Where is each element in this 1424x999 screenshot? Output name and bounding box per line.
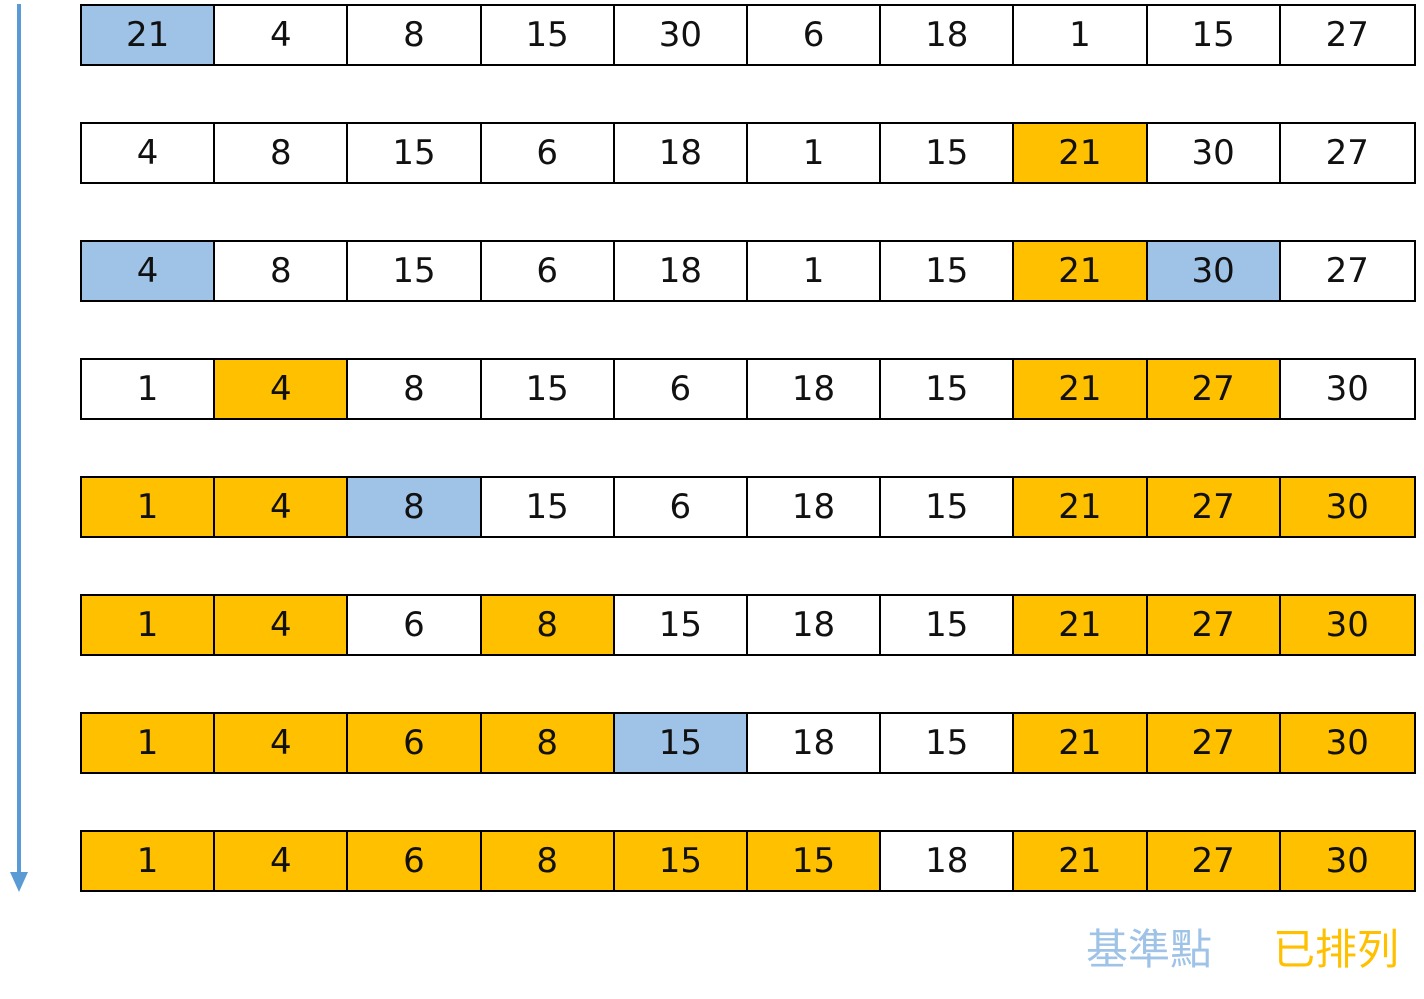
- array-cell: 15: [481, 478, 615, 536]
- array-cell-sorted: 4: [215, 714, 349, 772]
- array-cell: 15: [881, 714, 1015, 772]
- array-cell: 15: [881, 242, 1015, 300]
- array-cell-sorted: 27: [1147, 478, 1281, 536]
- array-cell: 8: [215, 242, 349, 300]
- array-cell-sorted: 21: [1014, 242, 1148, 300]
- array-cell: 15: [881, 596, 1015, 654]
- array-cell: 6: [614, 478, 748, 536]
- array-cell-sorted: 15: [747, 832, 882, 890]
- array-cell: 1: [747, 124, 882, 182]
- array-cell-sorted: 15: [614, 832, 748, 890]
- array-cell: 27: [1280, 124, 1414, 182]
- array-cell-sorted: 6: [348, 832, 482, 890]
- timeline-arrow-shaft: [17, 4, 21, 876]
- array-cell: 4: [215, 6, 349, 64]
- array-row-step-8: 1 4 6 8 15 15 18 21 27 30: [80, 830, 1416, 892]
- array-cell-sorted: 4: [215, 832, 349, 890]
- arrow-down-icon: [10, 872, 28, 892]
- array-cell-sorted: 30: [1280, 714, 1414, 772]
- array-cell-sorted: 1: [82, 832, 216, 890]
- array-row-step-4: 1 4 8 15 6 18 15 21 27 30: [80, 358, 1416, 420]
- array-cell: 6: [747, 6, 882, 64]
- array-cell: 6: [348, 596, 482, 654]
- array-cell: 4: [82, 124, 216, 182]
- array-cell-pivot: 8: [348, 478, 482, 536]
- array-cell: 15: [348, 242, 482, 300]
- array-cell-sorted: 1: [82, 478, 216, 536]
- array-cell-sorted: 27: [1147, 832, 1281, 890]
- array-cell: 6: [481, 124, 615, 182]
- array-cell-sorted: 8: [481, 596, 615, 654]
- array-cell-sorted: 30: [1280, 596, 1414, 654]
- array-cell: 30: [614, 6, 748, 64]
- array-row-step-7: 1 4 6 8 15 18 15 21 27 30: [80, 712, 1416, 774]
- array-cell-sorted: 30: [1280, 832, 1414, 890]
- array-cell: 15: [881, 124, 1015, 182]
- array-cell-sorted: 1: [82, 596, 216, 654]
- array-cell: 15: [481, 6, 615, 64]
- array-cell: 1: [1014, 6, 1148, 64]
- array-cell: 18: [747, 714, 882, 772]
- array-cell: 18: [881, 6, 1015, 64]
- legend-sorted-label: 已排列: [1273, 925, 1400, 974]
- timeline-arrow: [10, 4, 28, 892]
- array-cell: 15: [348, 124, 482, 182]
- array-cell: 18: [614, 124, 748, 182]
- array-cell-sorted: 21: [1014, 478, 1148, 536]
- array-cell: 8: [348, 360, 482, 418]
- array-cell: 15: [881, 360, 1015, 418]
- array-cell-sorted: 21: [1014, 124, 1148, 182]
- array-cell-sorted: 4: [215, 360, 349, 418]
- array-row-step-2: 4 8 15 6 18 1 15 21 30 27: [80, 122, 1416, 184]
- array-cell-sorted: 27: [1147, 360, 1281, 418]
- array-cell-sorted: 21: [1014, 832, 1148, 890]
- array-cell: 18: [747, 596, 882, 654]
- array-cell-sorted: 8: [481, 832, 615, 890]
- array-cell-sorted: 27: [1147, 596, 1281, 654]
- array-row-step-6: 1 4 6 8 15 18 15 21 27 30: [80, 594, 1416, 656]
- array-cell: 18: [747, 478, 882, 536]
- array-cell: 30: [1147, 124, 1281, 182]
- array-cell-sorted: 21: [1014, 596, 1148, 654]
- array-cell-pivot: 21: [82, 6, 216, 64]
- array-cell: 1: [747, 242, 882, 300]
- array-cell-pivot: 4: [82, 242, 216, 300]
- array-cell: 18: [747, 360, 882, 418]
- array-cell-sorted: 6: [348, 714, 482, 772]
- array-cell-sorted: 4: [215, 596, 349, 654]
- array-cell: 1: [82, 360, 216, 418]
- array-cell: 8: [348, 6, 482, 64]
- array-cell: 6: [481, 242, 615, 300]
- array-cell: 15: [614, 596, 748, 654]
- array-cell-sorted: 30: [1280, 478, 1414, 536]
- array-cell-pivot: 15: [614, 714, 748, 772]
- array-cell: 15: [881, 478, 1015, 536]
- array-cell: 8: [215, 124, 349, 182]
- array-cell-sorted: 4: [215, 478, 349, 536]
- array-cell-sorted: 27: [1147, 714, 1281, 772]
- array-cell: 15: [481, 360, 615, 418]
- array-cell: 6: [614, 360, 748, 418]
- array-cell-sorted: 21: [1014, 714, 1148, 772]
- array-cell: 15: [1147, 6, 1281, 64]
- array-row-step-1: 21 4 8 15 30 6 18 1 15 27: [80, 4, 1416, 66]
- array-cell-sorted: 21: [1014, 360, 1148, 418]
- array-cell-sorted: 1: [82, 714, 216, 772]
- array-row-step-5: 1 4 8 15 6 18 15 21 27 30: [80, 476, 1416, 538]
- array-cell: 27: [1280, 242, 1414, 300]
- array-cell: 18: [614, 242, 748, 300]
- array-cell: 18: [881, 832, 1015, 890]
- array-cell: 30: [1280, 360, 1414, 418]
- array-cell: 27: [1280, 6, 1414, 64]
- legend-pivot-label: 基準點: [1086, 925, 1213, 974]
- array-cell-pivot: 30: [1147, 242, 1281, 300]
- array-row-step-3: 4 8 15 6 18 1 15 21 30 27: [80, 240, 1416, 302]
- array-cell-sorted: 8: [481, 714, 615, 772]
